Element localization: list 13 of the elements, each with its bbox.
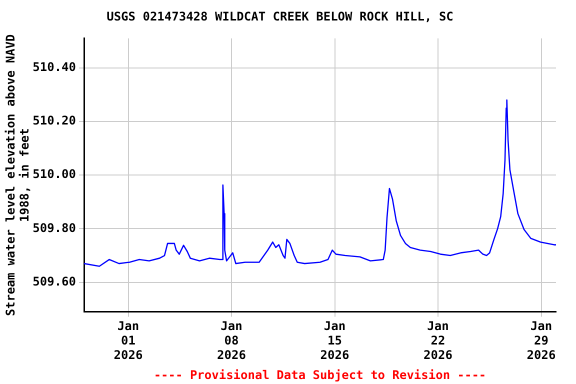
- x-tick-label: Jan 22 2026: [424, 319, 452, 362]
- y-tick-label: 510.00: [32, 167, 76, 182]
- chart-title: USGS 021473428 WILDCAT CREEK BELOW ROCK HILL, SC: [106, 9, 454, 24]
- x-tick-label: Jan 08 2026: [217, 319, 246, 362]
- y-tick-label: 509.60: [32, 274, 76, 288]
- x-tick-label: Jan 15 2026: [320, 319, 350, 362]
- x-tick-label: Jan 29 2026: [526, 319, 556, 362]
- y-tick-label: 509.80: [32, 220, 76, 235]
- y-tick-label: 510.20: [32, 114, 76, 128]
- x-tick-label: Jan 01 2026: [114, 319, 143, 362]
- text: ---- Provisional Data Subject to Revision ----: [154, 368, 486, 382]
- y-tick-label: 510.40: [32, 60, 76, 74]
- y-axis-title: Stream water level elevation above NAVD 1988, in feet: [3, 34, 32, 316]
